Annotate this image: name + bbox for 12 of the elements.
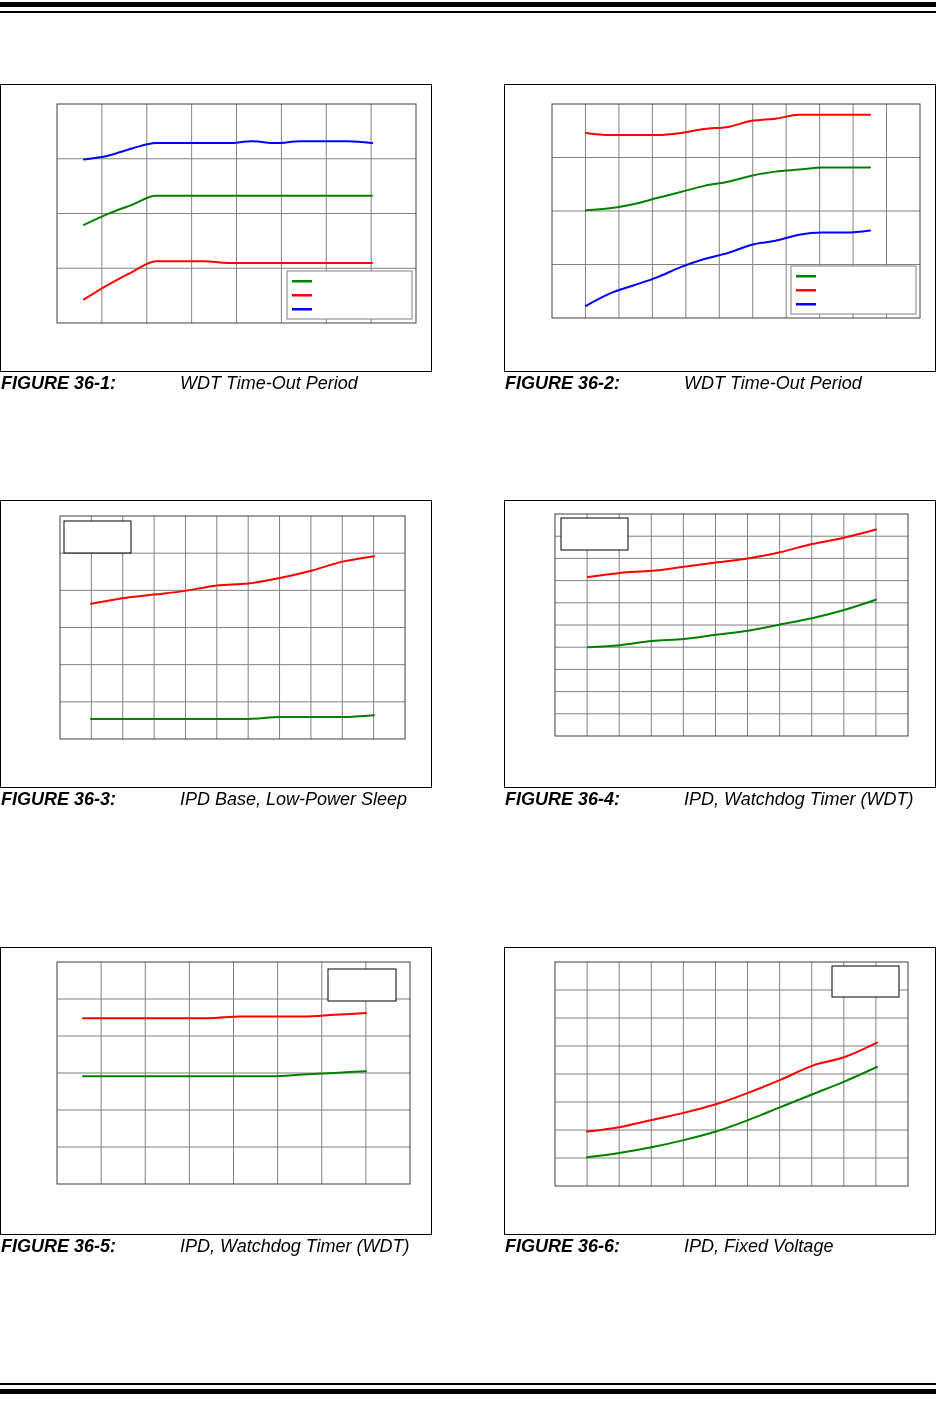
text: FIGURE 36-1: bbox=[1, 373, 117, 393]
text: FIGURE 36-5: bbox=[1, 1236, 117, 1256]
text: IPD, Watchdog Timer (WDT) bbox=[684, 789, 914, 809]
text: FIGURE 36-3: bbox=[1, 789, 117, 809]
text: FIGURE 36-2: bbox=[505, 373, 621, 393]
text: FIGURE 36-6: bbox=[505, 1236, 621, 1256]
text: FIGURE 36-4: bbox=[505, 789, 621, 809]
text: IPD, Fixed Voltage bbox=[684, 1236, 834, 1256]
text: WDT Time-Out Period bbox=[180, 373, 359, 393]
text: IPD, Watchdog Timer (WDT) bbox=[180, 1236, 410, 1256]
text: WDT Time-Out Period bbox=[684, 373, 863, 393]
text: IPD Base, Low-Power Sleep bbox=[180, 789, 408, 809]
